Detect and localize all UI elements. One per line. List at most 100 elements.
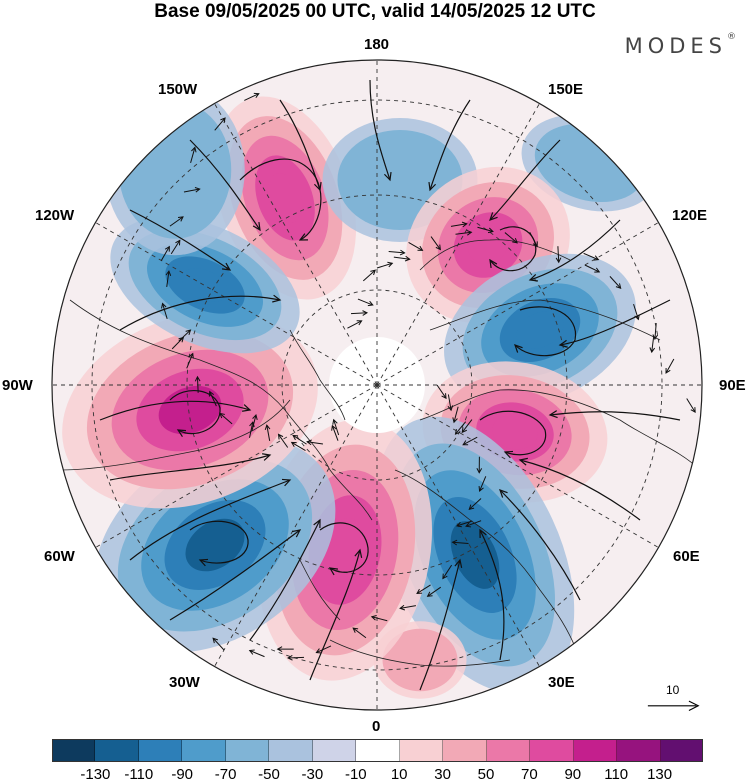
wind-vector-head: [649, 347, 656, 354]
wind-vector: [333, 419, 340, 436]
wind-vector: [244, 93, 260, 101]
wind-vector-head: [665, 367, 671, 374]
wind-vector-head: [332, 418, 338, 425]
wind-vector-head: [194, 375, 201, 382]
colorbar-tick-label: -130: [80, 766, 111, 783]
streamline: [514, 306, 577, 357]
latitude-circle: [281, 289, 473, 481]
colorbar-frame: [52, 739, 703, 762]
wind-vector: [166, 271, 170, 288]
wind-vector-head: [476, 468, 483, 474]
colorbar-tick-label: 90: [564, 766, 582, 783]
colorbar-swatch: [95, 739, 139, 762]
wind-vector: [169, 216, 184, 227]
wind-vector-head: [306, 439, 312, 446]
streamline: [489, 226, 537, 272]
wind-vector-head: [367, 300, 374, 307]
wind-vector-head: [253, 92, 260, 98]
streamline: [309, 549, 361, 681]
wind-vector: [209, 391, 217, 407]
streamline-arrowhead: [328, 567, 339, 576]
colorbar-tick-label: 110: [604, 766, 629, 783]
wind-vector: [266, 425, 271, 441]
streamline-arrowhead: [514, 344, 523, 353]
colorbar-swatch: [486, 739, 531, 762]
latitude-circle: [186, 194, 568, 576]
wind-vector-head: [370, 615, 377, 621]
streamline-arrowhead: [558, 339, 568, 348]
wind-vector: [442, 564, 453, 579]
wind-vector: [400, 605, 416, 609]
wind-vector-head: [185, 329, 192, 336]
coastline: [289, 329, 346, 421]
wind-vector: [633, 303, 639, 320]
wind-vector: [331, 425, 339, 441]
wind-vector: [352, 627, 367, 639]
wind-vector: [468, 498, 482, 510]
brand-name: MODES: [624, 34, 727, 58]
colorbar-tick-label: 30: [434, 766, 451, 783]
wind-vector-head: [208, 390, 215, 397]
streamline-arrowhead: [313, 518, 321, 529]
wind-vector-head: [426, 591, 433, 597]
wind-vector-head: [435, 244, 441, 251]
anomaly-contour: [185, 518, 245, 572]
wind-vector-head: [441, 393, 447, 400]
wind-vector: [307, 441, 324, 445]
anomaly-lobe: [62, 311, 318, 509]
wind-vector-head: [555, 257, 562, 264]
streamline: [129, 479, 291, 561]
colorbar-swatch: [399, 739, 444, 762]
wind-vector: [465, 520, 482, 527]
wind-vector: [388, 251, 405, 254]
streamline-arrowhead: [428, 181, 437, 192]
colorbar-swatch: [52, 739, 96, 762]
brand-logo: MODES®: [624, 32, 736, 58]
wind-vector: [186, 353, 194, 369]
wind-vector-head: [277, 433, 284, 440]
meridian-line: [376, 103, 540, 386]
wind-vector: [504, 232, 518, 244]
wind-vector: [436, 384, 447, 399]
colorbar-tick-label: 130: [647, 766, 673, 783]
anomaly-field: [62, 84, 659, 699]
wind-vector: [529, 232, 538, 247]
streamline-arrowhead: [221, 262, 232, 271]
wind-vector-head: [461, 221, 468, 228]
streamline-arrowhead: [454, 558, 463, 568]
colorbar-swatch: [443, 739, 487, 762]
wind-vector-head: [194, 186, 201, 193]
wind-vector: [455, 231, 472, 235]
streamline-arrowhead: [548, 410, 558, 419]
wind-vector: [584, 264, 600, 273]
wind-vector: [162, 303, 168, 319]
streamline-arrowhead: [528, 273, 539, 282]
wind-vector: [350, 312, 368, 315]
streamline: [559, 299, 671, 346]
colorbar-swatch: [312, 739, 357, 762]
wind-vector-head: [165, 270, 172, 276]
wind-vector: [160, 246, 170, 261]
wind-vector: [278, 434, 289, 448]
wind-vector: [477, 226, 494, 232]
wind-vector-head: [362, 310, 369, 316]
colorbar-swatch: [182, 739, 226, 762]
lon-label-60w: 60W: [44, 548, 75, 565]
wind-vector: [292, 435, 307, 445]
wind-vector: [376, 262, 393, 269]
streamline: [549, 411, 681, 421]
streamline: [119, 295, 281, 331]
streamline: [189, 520, 249, 564]
anomaly-contour: [132, 117, 218, 223]
wind-vector-head: [219, 412, 225, 419]
lon-label-150w: 150W: [158, 81, 198, 98]
wind-vector: [171, 337, 184, 350]
streamline: [519, 459, 641, 521]
wind-vector-head: [356, 320, 363, 326]
anomaly-lobe: [105, 84, 245, 256]
wind-vector: [219, 413, 233, 425]
wind-vector-head: [634, 314, 640, 321]
streamline-arrowhead: [518, 457, 528, 466]
wind-vector-head: [248, 649, 255, 655]
wind-vector-head: [615, 283, 622, 290]
